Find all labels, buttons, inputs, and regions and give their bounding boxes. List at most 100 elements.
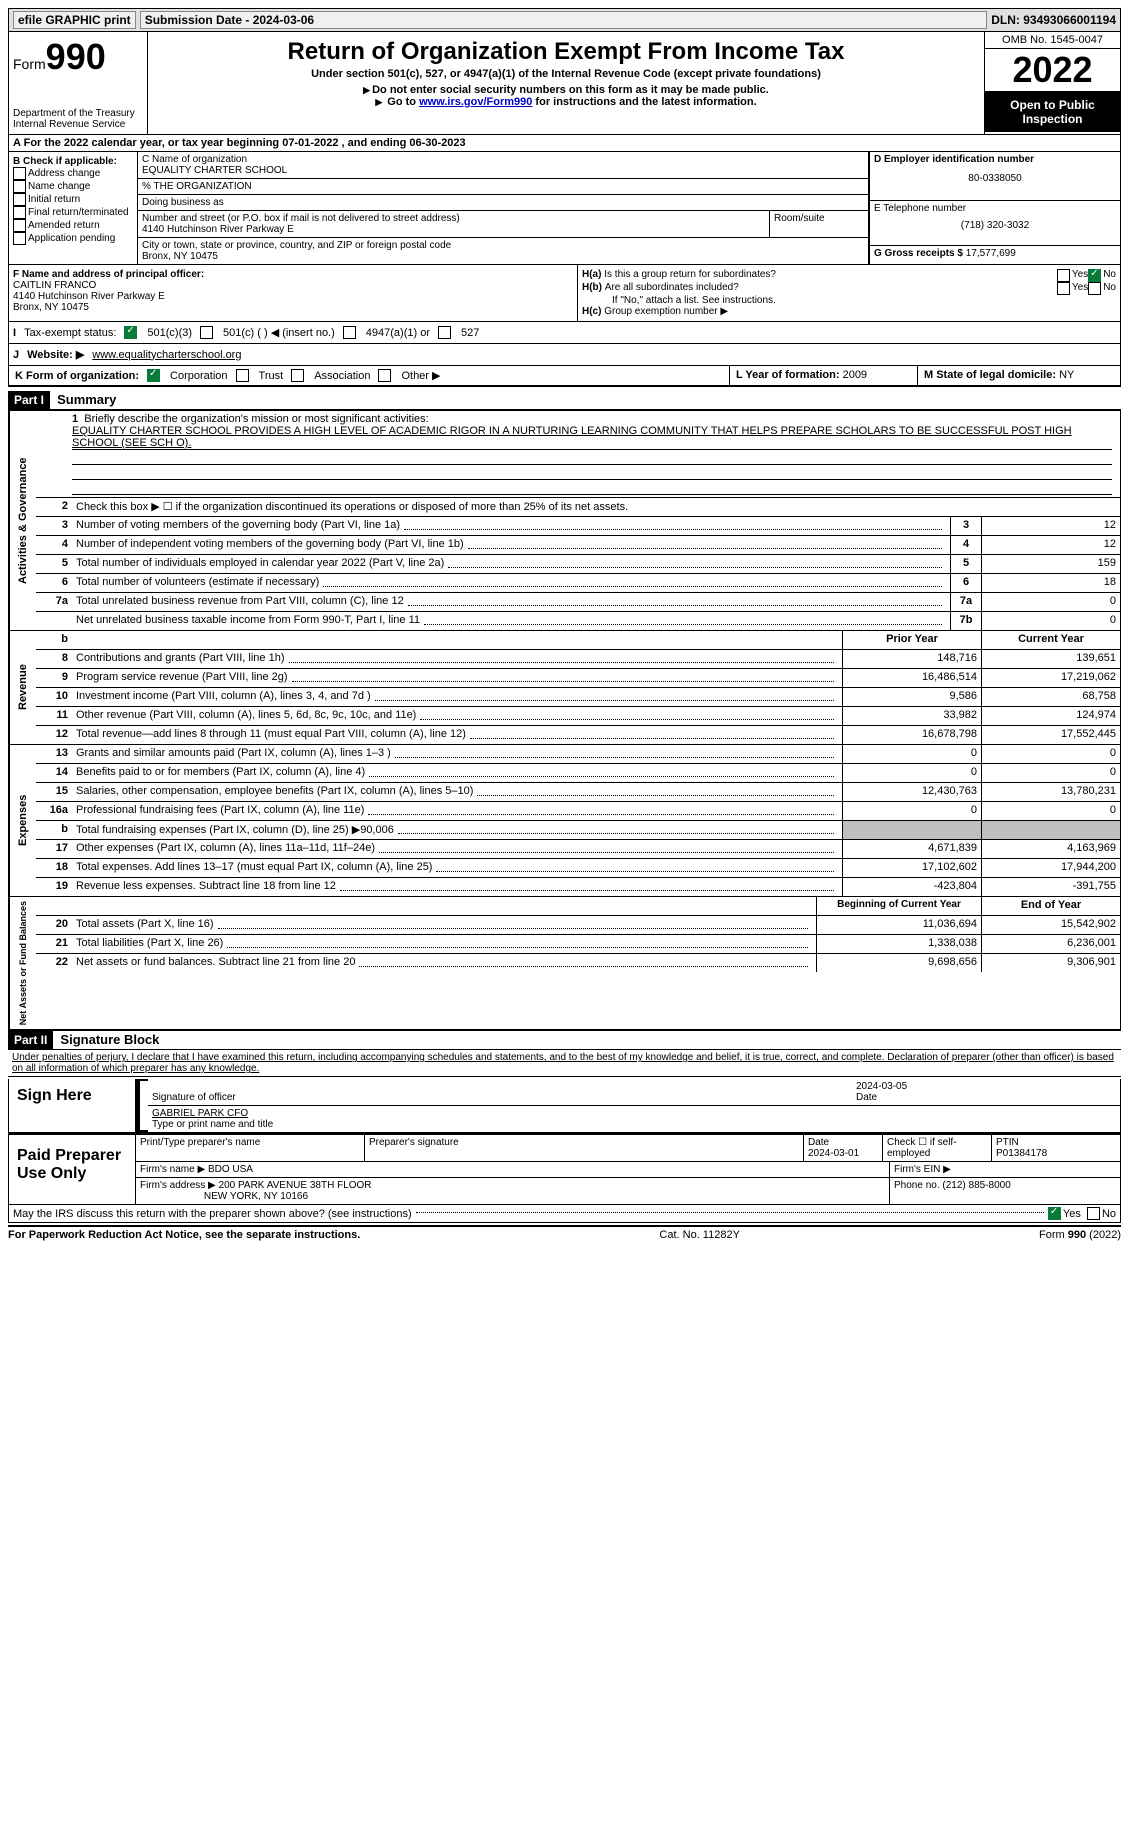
chk-final-return[interactable] [13,206,26,219]
suite-label: Room/suite [770,211,868,237]
line1-label: Briefly describe the organization's miss… [84,413,428,425]
firm-ein-label: Firm's EIN ▶ [890,1162,1120,1177]
phone-value: (718) 320-3032 [874,220,1116,231]
firm-addr2: NEW YORK, NY 10166 [204,1191,308,1202]
tax-year: 2022 [985,49,1120,92]
signature-label: Signature of officer [152,1092,236,1103]
summary-line: 7a Total unrelated business revenue from… [36,593,1120,612]
revenue-line: 8 Contributions and grants (Part VIII, l… [36,650,1120,669]
j-label: Website: ▶ [27,348,84,361]
hdr-end-year: End of Year [981,897,1120,915]
officer-city: Bronx, NY 10475 [13,302,573,313]
summary-net-assets: Net Assets or Fund Balances Beginning of… [8,897,1121,1031]
e-label: E Telephone number [874,203,1116,214]
firm-name: BDO USA [208,1164,253,1175]
note-ssn: Do not enter social security numbers on … [372,84,769,96]
footer-right: Form 990 (2022) [1039,1229,1121,1241]
org-name: EQUALITY CHARTER SCHOOL [142,165,864,176]
expense-line: 19 Revenue less expenses. Subtract line … [36,878,1120,896]
efile-btn[interactable]: efile GRAPHIC print [13,11,136,29]
vtab-governance: Activities & Governance [9,411,36,630]
i-label: Tax-exempt status: [24,327,116,339]
chk-other[interactable] [378,369,391,382]
paid-preparer-block: Paid Preparer Use Only Print/Type prepar… [8,1133,1121,1205]
expense-line: 17 Other expenses (Part IX, column (A), … [36,840,1120,859]
chk-501c3[interactable] [124,326,137,339]
ein-value: 80-0338050 [874,173,1116,184]
mission-blank2 [72,465,1112,480]
lbl-final-return: Final return/terminated [28,207,129,218]
mission-text: EQUALITY CHARTER SCHOOL PROVIDES A HIGH … [72,425,1112,450]
open-to-public: Open to Public Inspection [985,92,1120,132]
prep-sig-hdr: Preparer's signature [365,1135,804,1161]
f-label: F Name and address of principal officer: [13,269,573,280]
hdr-current-year: Current Year [981,631,1120,649]
lbl-name-change: Name change [28,181,90,192]
revenue-line: 10 Investment income (Part VIII, column … [36,688,1120,707]
row-klm: K Form of organization: Corporation Trus… [8,366,1121,387]
name-title-label: Type or print name and title [152,1119,273,1130]
discuss-row: May the IRS discuss this return with the… [8,1205,1121,1223]
form990-link[interactable]: www.irs.gov/Form990 [419,96,532,108]
chk-address-change[interactable] [13,167,26,180]
period-text: For the 2022 calendar year, or tax year … [24,137,466,149]
hb-text: Are all subordinates included? [605,282,1057,295]
lbl-527: 527 [461,327,479,339]
chk-527[interactable] [438,326,451,339]
lbl-initial-return: Initial return [28,194,80,205]
firm-name-label: Firm's name ▶ [140,1164,205,1175]
part2-header: Part II Signature Block [8,1031,1121,1050]
chk-discuss-yes[interactable] [1048,1207,1061,1220]
omb-number: OMB No. 1545-0047 [985,32,1120,49]
part1-header: Part I Summary [8,391,1121,410]
date-label: Date [856,1092,877,1103]
prep-date-hdr: Date [808,1137,829,1148]
prep-name-hdr: Print/Type preparer's name [136,1135,365,1161]
revenue-line: 12 Total revenue—add lines 8 through 11 … [36,726,1120,744]
summary-line: 3 Number of voting members of the govern… [36,517,1120,536]
chk-corp[interactable] [147,369,160,382]
chk-discuss-no[interactable] [1087,1207,1100,1220]
chk-ha-yes[interactable] [1057,269,1070,282]
gross-receipts: 17,577,699 [966,248,1016,259]
form-subtitle: Under section 501(c), 527, or 4947(a)(1)… [152,68,980,80]
street-value: 4140 Hutchinson River Parkway E [142,224,765,235]
lbl-assoc: Association [314,370,370,382]
summary-line: 5 Total number of individuals employed i… [36,555,1120,574]
h-note: If "No," attach a list. See instructions… [582,295,1116,306]
lbl-trust: Trust [259,370,284,382]
chk-name-change[interactable] [13,180,26,193]
summary-governance: Activities & Governance 1 Briefly descri… [8,410,1121,631]
website-value: www.equalitycharterschool.org [92,349,241,361]
part1-tag: Part I [8,391,50,409]
form-title: Return of Organization Exempt From Incom… [152,38,980,66]
chk-4947[interactable] [343,326,356,339]
chk-initial-return[interactable] [13,193,26,206]
chk-assoc[interactable] [291,369,304,382]
note-goto-post: for instructions and the latest informat… [532,96,756,108]
irs: Internal Revenue Service [13,119,143,130]
g-label: G Gross receipts $ [874,248,963,259]
chk-hb-no[interactable] [1088,282,1101,295]
sign-here-label: Sign Here [9,1079,136,1132]
chk-hb-yes[interactable] [1057,282,1070,295]
part2-title: Signature Block [56,1032,159,1047]
summary-line: 6 Total number of volunteers (estimate i… [36,574,1120,593]
entity-block: B Check if applicable: Address change Na… [8,152,1121,265]
vtab-expenses: Expenses [9,745,36,896]
self-employed: Check ☐ if self-employed [883,1135,992,1161]
chk-501c[interactable] [200,326,213,339]
chk-trust[interactable] [236,369,249,382]
chk-amended-return[interactable] [13,219,26,232]
lbl-other: Other ▶ [401,369,440,382]
part2-tag: Part II [8,1031,53,1049]
hdr-begin-year: Beginning of Current Year [816,897,981,915]
chk-ha-no[interactable] [1088,269,1101,282]
m-label: M State of legal domicile: [924,369,1056,381]
summary-expenses: Expenses 13 Grants and similar amounts p… [8,745,1121,897]
paid-preparer-label: Paid Preparer Use Only [9,1135,136,1204]
expense-line: 13 Grants and similar amounts paid (Part… [36,745,1120,764]
chk-application-pending[interactable] [13,232,26,245]
dept-treasury: Department of the Treasury [13,108,143,119]
firm-addr-label: Firm's address ▶ [140,1180,216,1191]
